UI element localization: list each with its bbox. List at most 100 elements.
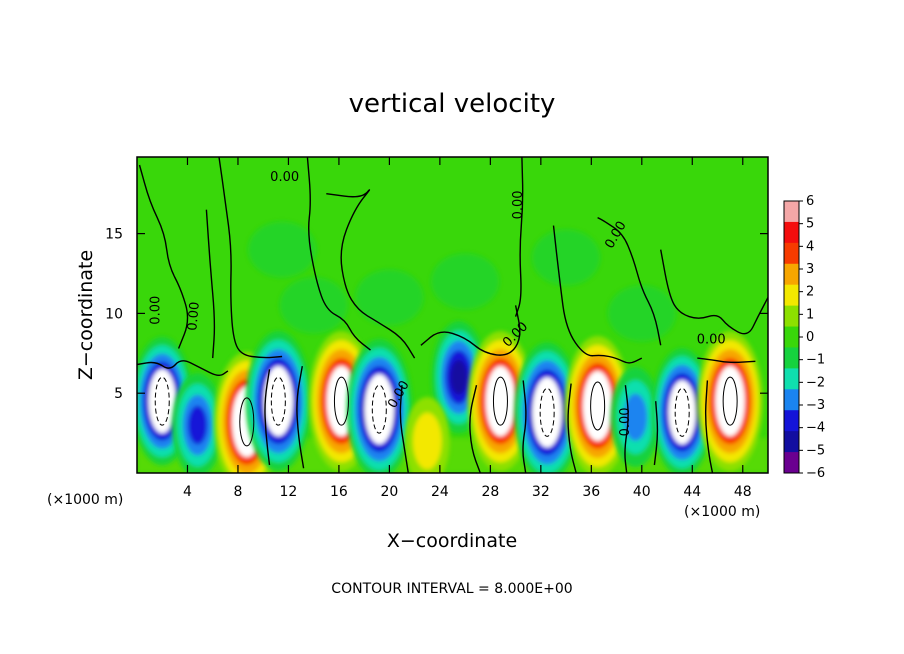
cell-core: [532, 377, 562, 448]
colorbar-label: 6: [806, 194, 814, 209]
zero-contour-line: [399, 385, 409, 473]
contour-label: 0.00: [149, 296, 164, 325]
zero-contour-line: [469, 385, 481, 473]
negative-core-contour: [674, 387, 690, 437]
zero-contour-line: [264, 369, 271, 466]
colorbar-label: 3: [806, 262, 814, 277]
x-axis-label: X−coordinate: [387, 530, 517, 552]
contour-label: 0.00: [270, 170, 299, 185]
cell-core: [668, 380, 696, 445]
velocity-cell: [467, 331, 534, 472]
x-tick-label: 32: [532, 484, 550, 500]
colorbar-swatch: [784, 431, 799, 453]
velocity-cell: [346, 339, 413, 473]
zero-contour-line: [218, 157, 283, 359]
x-tick-label: 20: [380, 484, 398, 500]
chart-title: vertical velocity: [349, 89, 556, 119]
cell-core: [148, 369, 176, 434]
colorbar-swatch: [784, 221, 799, 244]
y-tick-label: 15: [105, 227, 123, 243]
x-tick-label: 44: [683, 484, 701, 500]
colorbar-label: 4: [806, 239, 814, 254]
colorbar-label: −2: [806, 375, 825, 390]
velocity-cell: [564, 335, 631, 473]
upper-patch: [248, 221, 317, 278]
colorbar-label: 5: [806, 217, 814, 232]
zero-contour-line: [522, 380, 527, 473]
velocity-cell: [404, 397, 450, 473]
velocity-cell: [697, 331, 763, 472]
positive-core-contour: [722, 376, 738, 426]
colorbar-swatch: [784, 410, 799, 432]
contour-label: 0.00: [185, 301, 202, 331]
zero-contour-line: [597, 216, 662, 346]
colorbar-label: −4: [806, 421, 825, 436]
colorbar-swatch: [784, 201, 799, 223]
upper-patch: [279, 277, 348, 334]
velocity-cell: [171, 373, 224, 473]
x-tick-label: 36: [582, 484, 600, 500]
cell-level: [623, 393, 648, 441]
colorbar-label: −6: [806, 466, 825, 481]
positive-core-contour: [333, 376, 349, 426]
colorbar-swatch: [784, 263, 799, 286]
colorbar-label: −5: [806, 443, 825, 458]
zero-contour-line: [514, 157, 524, 317]
x-tick-label: 4: [183, 484, 192, 500]
colorbar-label: 2: [806, 285, 814, 300]
zero-contour-line: [306, 157, 371, 351]
velocity-cell: [514, 342, 580, 473]
positive-core-contour: [239, 397, 255, 447]
cell-core: [582, 370, 613, 441]
y-axis-label: Z−coordinate: [75, 250, 97, 380]
x-tick-label: 12: [280, 484, 298, 500]
y-axis-ticks: 5 10 15: [105, 227, 768, 402]
cell-level: [412, 412, 442, 470]
upper-patch: [532, 229, 601, 286]
negative-core-contour: [154, 376, 170, 426]
colorbar-swatch: [784, 284, 799, 307]
colorbar-swatch: [784, 326, 799, 348]
x-tick-label: 40: [633, 484, 651, 500]
upper-patch: [431, 253, 500, 310]
x-tick-label: 48: [734, 484, 752, 500]
colorbar-swatch: [784, 347, 799, 369]
colorbar-swatch: [784, 452, 799, 474]
contour-label: 0.00: [618, 407, 633, 436]
plot-frame: [136, 156, 769, 474]
zero-contour-line: [326, 189, 416, 359]
zero-contour-line: [420, 305, 521, 356]
y-tick-label: 5: [114, 386, 123, 402]
zero-contour-line: [552, 225, 643, 364]
contour-interval-note: CONTOUR INTERVAL = 8.000E+00: [331, 581, 572, 597]
negative-core-contour: [539, 387, 555, 437]
colorbar-label: 1: [806, 307, 814, 322]
zero-contour-line: [697, 357, 756, 364]
positive-core-contour: [492, 376, 508, 426]
velocity-cell: [651, 348, 713, 473]
cell-core: [715, 366, 745, 437]
y-unit-label: (×1000 m): [47, 492, 123, 508]
upper-patch: [355, 269, 424, 326]
cell-core: [485, 366, 516, 437]
colorbar-label: −1: [806, 353, 825, 368]
x-tick-label: 28: [481, 484, 499, 500]
negative-core-contour: [371, 384, 387, 434]
negative-core-contour: [270, 376, 286, 426]
colorbar-label: 0: [806, 330, 814, 345]
upper-patch: [607, 285, 676, 342]
x-axis-ticks: 4 8 12 16 20 24 28 32 36 40 44 48: [183, 157, 752, 500]
positive-core-contour: [590, 381, 606, 431]
colorbar-label: −3: [806, 398, 825, 413]
zero-contour-line: [138, 164, 189, 349]
zero-contour-line: [653, 401, 659, 466]
cell-core: [364, 374, 395, 445]
zero-contour-line: [205, 209, 216, 359]
colorbar-swatch: [784, 242, 799, 265]
colorbar: 6 5 4 3 2 1 0 −1 −2 −3 −4 −5 −6: [783, 194, 825, 481]
plot-area: 0.000.00 0.000.000.000.000.000.000.00: [137, 157, 768, 473]
zero-contour-line: [567, 383, 577, 473]
colorbar-swatch: [784, 305, 799, 328]
colorbar-swatch: [784, 368, 799, 390]
